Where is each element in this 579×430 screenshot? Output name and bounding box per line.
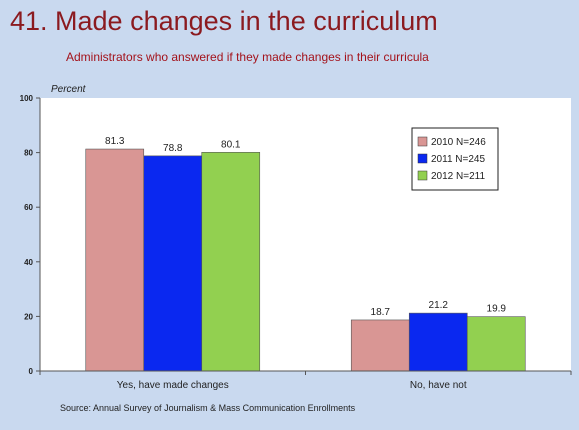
y-axis: 0 20 40 60 80 100 <box>20 94 41 376</box>
bar <box>143 155 203 372</box>
y-tick-label: 40 <box>24 258 33 267</box>
data-label: 18.7 <box>371 307 391 318</box>
data-label: 80.1 <box>221 139 241 150</box>
x-tick-label: Yes, have made changes <box>117 380 229 391</box>
y-tick-label: 0 <box>29 367 34 376</box>
y-tick-label: 20 <box>24 312 33 321</box>
legend-swatch <box>417 136 428 147</box>
data-label: 78.8 <box>163 143 183 154</box>
bar <box>85 148 145 372</box>
legend-swatch <box>417 170 428 181</box>
y-axis-label: Percent <box>51 84 87 95</box>
x-tick-label: No, have not <box>410 380 467 391</box>
y-tick-label: 60 <box>24 203 33 212</box>
data-label: 19.9 <box>487 304 507 315</box>
legend-label: 2012 N=211 <box>431 171 485 182</box>
bars-group: 81.3 78.8 80.1 18.7 21.2 19.9 <box>85 136 526 372</box>
x-axis: Yes, have made changes No, have not <box>39 370 572 391</box>
data-label: 81.3 <box>105 136 125 147</box>
source-note: Source: Annual Survey of Journalism & Ma… <box>60 403 356 413</box>
legend-label: 2011 N=245 <box>431 154 485 165</box>
y-tick-label: 100 <box>20 94 34 103</box>
legend-swatch <box>417 153 428 164</box>
bar <box>350 319 410 372</box>
bar <box>466 316 526 372</box>
y-tick-label: 80 <box>24 149 33 158</box>
legend: 2010 N=246 2011 N=245 2012 N=211 <box>411 127 499 191</box>
legend-label: 2010 N=246 <box>431 137 486 148</box>
bar <box>408 312 468 372</box>
bar <box>201 152 261 372</box>
data-label: 21.2 <box>429 300 449 311</box>
slide-subtitle: Administrators who answered if they made… <box>66 50 429 64</box>
slide-title: 41. Made changes in the curriculum <box>10 6 438 36</box>
